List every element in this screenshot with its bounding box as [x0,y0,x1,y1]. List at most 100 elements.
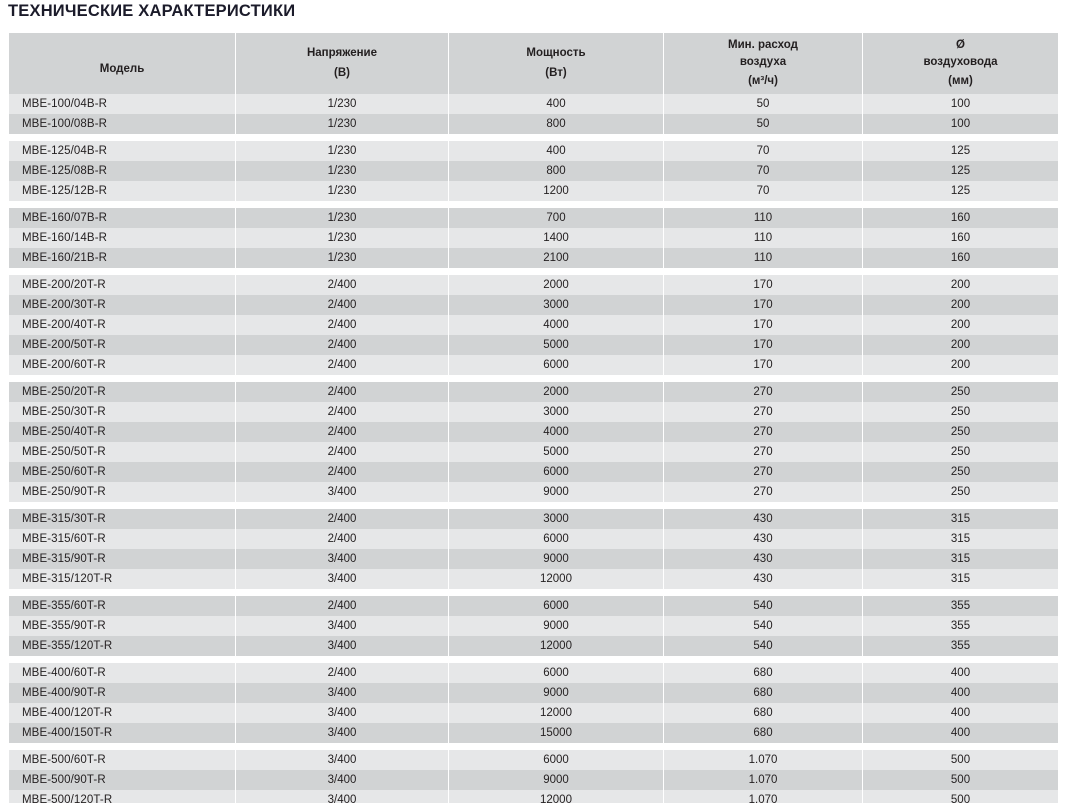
cell-voltage: 1/230 [236,114,448,134]
table-header-row: Модель Напряжение (В) Мощность (Вт) Мин. р… [9,33,1058,94]
table-row[interactable]: MBE-250/60T-R 2/400 6000 270 250 [9,462,1058,482]
table-row[interactable]: MBE-500/120T-R 3/400 12000 1.070 500 [9,790,1058,803]
cell-airflow: 540 [664,596,862,616]
table-row[interactable]: MBE-200/30T-R 2/400 3000 170 200 [9,295,1058,315]
cell-duct: 160 [863,228,1058,248]
cell-voltage: 2/400 [236,509,448,529]
cell-model: MBE-315/60T-R [9,529,235,549]
table-row[interactable]: MBE-200/50T-R 2/400 5000 170 200 [9,335,1058,355]
group-spacer [9,502,1058,509]
cell-duct: 355 [863,596,1058,616]
cell-power: 2000 [449,275,663,295]
table-row[interactable]: MBE-400/90T-R 3/400 9000 680 400 [9,683,1058,703]
cell-voltage: 2/400 [236,402,448,422]
cell-airflow: 270 [664,442,862,462]
table-row[interactable]: MBE-315/30T-R 2/400 3000 430 315 [9,509,1058,529]
cell-voltage: 1/230 [236,208,448,228]
cell-duct: 160 [863,248,1058,268]
cell-duct: 100 [863,114,1058,134]
column-header-power: Мощность (Вт) [449,33,663,94]
cell-airflow: 540 [664,616,862,636]
cell-voltage: 1/230 [236,94,448,114]
table-row[interactable]: MBE-125/04B-R 1/230 400 70 125 [9,141,1058,161]
column-header-airflow-line-1: воздуха [739,55,787,68]
cell-voltage: 2/400 [236,295,448,315]
table-row[interactable]: MBE-315/60T-R 2/400 6000 430 315 [9,529,1058,549]
cell-voltage: 3/400 [236,790,448,803]
column-header-model-text: Модель [9,49,235,78]
table-row[interactable]: MBE-250/90T-R 3/400 9000 270 250 [9,482,1058,502]
cell-model: MBE-400/120T-R [9,703,235,723]
table-row[interactable]: MBE-160/14B-R 1/230 1400 110 160 [9,228,1058,248]
cell-duct: 355 [863,636,1058,656]
cell-voltage: 1/230 [236,228,448,248]
cell-power: 4000 [449,422,663,442]
cell-voltage: 2/400 [236,663,448,683]
cell-model: MBE-200/30T-R [9,295,235,315]
group-spacer-cell [9,656,1058,663]
cell-model: MBE-250/40T-R [9,422,235,442]
cell-model: MBE-315/30T-R [9,509,235,529]
table-row[interactable]: MBE-250/40T-R 2/400 4000 270 250 [9,422,1058,442]
cell-voltage: 3/400 [236,703,448,723]
cell-power: 6000 [449,596,663,616]
cell-power: 1400 [449,228,663,248]
cell-duct: 200 [863,355,1058,375]
cell-voltage: 1/230 [236,141,448,161]
cell-voltage: 2/400 [236,275,448,295]
cell-airflow: 110 [664,248,862,268]
table-row[interactable]: MBE-100/04B-R 1/230 400 50 100 [9,94,1058,114]
table-row[interactable]: MBE-200/40T-R 2/400 4000 170 200 [9,315,1058,335]
table-row[interactable]: MBE-355/120T-R 3/400 12000 540 355 [9,636,1058,656]
cell-power: 1200 [449,181,663,201]
cell-model: MBE-200/60T-R [9,355,235,375]
table-row[interactable]: MBE-125/12B-R 1/230 1200 70 125 [9,181,1058,201]
cell-voltage: 3/400 [236,683,448,703]
group-spacer [9,375,1058,382]
table-row[interactable]: MBE-250/20T-R 2/400 2000 270 250 [9,382,1058,402]
cell-voltage: 3/400 [236,750,448,770]
group-spacer [9,201,1058,208]
cell-model: MBE-250/60T-R [9,462,235,482]
table-row[interactable]: MBE-200/20T-R 2/400 2000 170 200 [9,275,1058,295]
table-row[interactable]: MBE-250/30T-R 2/400 3000 270 250 [9,402,1058,422]
table-row[interactable]: MBE-160/21B-R 1/230 2100 110 160 [9,248,1058,268]
table-row[interactable]: MBE-400/150T-R 3/400 15000 680 400 [9,723,1058,743]
table-row[interactable]: MBE-125/08B-R 1/230 800 70 125 [9,161,1058,181]
column-header-airflow-line-0: Мин. расход [728,38,798,51]
table-row[interactable]: MBE-400/120T-R 3/400 12000 680 400 [9,703,1058,723]
cell-voltage: 2/400 [236,596,448,616]
table-body: MBE-100/04B-R 1/230 400 50 100 MBE-100/08B-R 1… [9,94,1058,803]
table-row[interactable]: MBE-100/08B-R 1/230 800 50 100 [9,114,1058,134]
cell-airflow: 270 [664,462,862,482]
table-row[interactable]: MBE-355/90T-R 3/400 9000 540 355 [9,616,1058,636]
table-row[interactable]: MBE-500/60T-R 3/400 6000 1.070 500 [9,750,1058,770]
cell-power: 12000 [449,569,663,589]
group-spacer [9,589,1058,596]
cell-duct: 500 [863,750,1058,770]
cell-voltage: 2/400 [236,422,448,442]
cell-power: 5000 [449,442,663,462]
cell-duct: 250 [863,442,1058,462]
cell-airflow: 110 [664,228,862,248]
table-row[interactable]: MBE-160/07B-R 1/230 700 110 160 [9,208,1058,228]
cell-airflow: 680 [664,703,862,723]
table-row[interactable]: MBE-315/120T-R 3/400 12000 430 315 [9,569,1058,589]
column-header-duct-unit: (мм) [948,75,973,88]
cell-airflow: 540 [664,636,862,656]
table-row[interactable]: MBE-200/60T-R 2/400 6000 170 200 [9,355,1058,375]
cell-power: 6000 [449,750,663,770]
cell-power: 800 [449,161,663,181]
table-row[interactable]: MBE-315/90T-R 3/400 9000 430 315 [9,549,1058,569]
table-row[interactable]: MBE-250/50T-R 2/400 5000 270 250 [9,442,1058,462]
cell-airflow: 1.070 [664,770,862,790]
table-row[interactable]: MBE-400/60T-R 2/400 6000 680 400 [9,663,1058,683]
table-row[interactable]: MBE-500/90T-R 3/400 9000 1.070 500 [9,770,1058,790]
cell-model: MBE-500/90T-R [9,770,235,790]
cell-model: MBE-200/40T-R [9,315,235,335]
cell-airflow: 430 [664,549,862,569]
table-row[interactable]: MBE-355/60T-R 2/400 6000 540 355 [9,596,1058,616]
